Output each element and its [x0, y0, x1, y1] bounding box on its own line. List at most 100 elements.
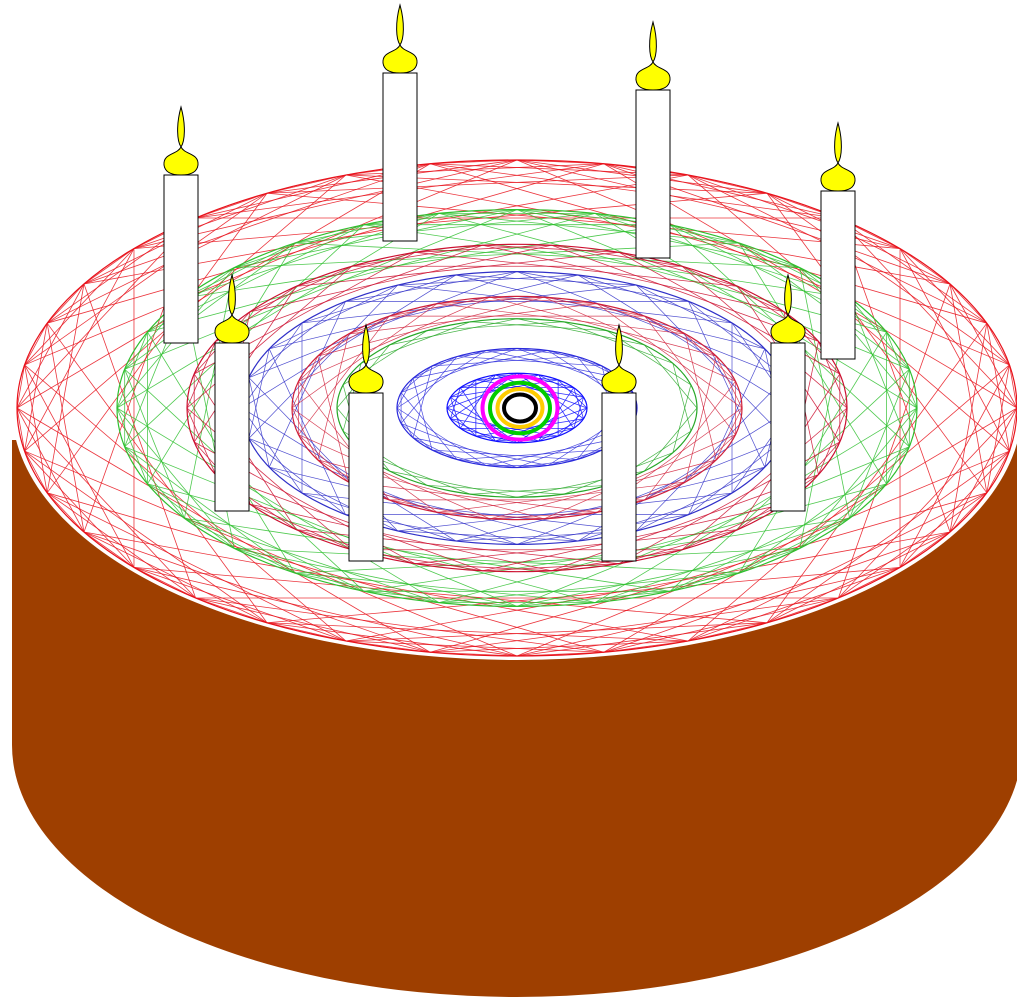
candle-body	[214, 342, 250, 512]
pattern-chord	[681, 265, 785, 313]
pattern-chord	[298, 434, 349, 483]
pattern-chord	[389, 296, 490, 317]
pattern-chord	[688, 301, 766, 468]
pattern-chord	[234, 547, 365, 592]
pattern-chord	[516, 271, 689, 302]
pattern-chord	[986, 323, 1010, 452]
pattern-chord	[234, 547, 518, 607]
pattern-chord	[294, 572, 596, 603]
pattern-chord	[415, 244, 552, 253]
pattern-chord	[268, 301, 346, 468]
pattern-chord	[838, 217, 951, 533]
pattern-chord	[124, 446, 185, 519]
pattern-chord	[516, 372, 584, 420]
pattern-chord	[516, 567, 901, 657]
pattern-chord	[594, 407, 918, 603]
pattern-chord	[317, 333, 349, 460]
pattern-chord	[644, 315, 736, 435]
pattern-chord	[432, 449, 487, 466]
pattern-chord	[596, 303, 686, 335]
candle	[820, 121, 856, 360]
pattern-chord	[294, 242, 800, 269]
pattern-chord	[301, 284, 637, 324]
pattern-chord	[899, 364, 1010, 568]
pattern-chord	[414, 251, 738, 287]
pattern-chord	[437, 303, 686, 335]
pattern-chord	[116, 407, 148, 485]
pattern-chord	[412, 378, 433, 451]
pattern-chord	[317, 315, 390, 357]
pattern-chord	[543, 296, 736, 382]
pattern-chord	[688, 301, 786, 378]
pattern-chord	[397, 284, 733, 324]
pattern-chord	[248, 284, 398, 439]
pattern-chord	[400, 392, 458, 460]
pattern-chord	[485, 350, 621, 379]
pattern-chord	[83, 283, 196, 599]
pattern-chord	[298, 434, 491, 520]
pattern-center	[480, 374, 560, 442]
pattern-chord	[124, 369, 185, 519]
pattern-chord	[24, 450, 518, 657]
pattern-chord	[578, 274, 733, 324]
pattern-chord	[557, 379, 588, 409]
pattern-chord	[348, 303, 597, 335]
pattern-chord	[456, 356, 602, 367]
pattern-chord	[687, 622, 768, 642]
pattern-chord	[669, 224, 800, 269]
pattern-chord	[46, 323, 85, 533]
pattern-chord	[133, 567, 518, 657]
pattern-chord	[438, 213, 740, 244]
pattern-chord	[986, 322, 1010, 366]
pattern-chord	[516, 348, 578, 357]
candle-flame	[635, 60, 671, 91]
pattern-chord	[24, 364, 135, 568]
pattern-chord	[345, 622, 768, 642]
pattern-center	[508, 397, 532, 419]
pattern-chord	[838, 567, 901, 599]
pattern-chord	[1009, 364, 1017, 409]
pattern-chord	[715, 407, 743, 461]
pattern-chord	[446, 374, 539, 409]
pattern-chord	[456, 459, 518, 468]
candles	[163, 3, 856, 562]
pattern-chord	[818, 407, 848, 475]
pattern-chord	[551, 244, 683, 267]
pattern-chord	[345, 640, 431, 653]
pattern-chord	[849, 297, 910, 370]
pattern-chord	[269, 274, 579, 350]
pattern-chord	[430, 597, 839, 653]
pattern-chord	[124, 446, 296, 574]
pattern-chord	[899, 248, 1010, 452]
pattern-chord	[345, 531, 951, 642]
pattern-chord	[485, 437, 621, 466]
pattern-chord	[16, 163, 431, 409]
pattern-chord	[438, 483, 887, 603]
pattern-chord	[547, 350, 602, 367]
pattern-chord	[516, 159, 1010, 366]
pattern-chord	[400, 423, 518, 468]
pattern-chord	[766, 450, 1010, 624]
candle-flame	[770, 313, 806, 344]
pattern-chord	[24, 192, 268, 366]
pattern-chord	[389, 470, 518, 498]
pattern-chord	[195, 192, 268, 219]
pattern-chord	[489, 296, 717, 357]
candle	[770, 273, 806, 512]
pattern-chord	[116, 213, 440, 409]
pattern-chord	[124, 446, 518, 607]
pattern-chord	[400, 423, 433, 451]
pattern-chord	[489, 511, 597, 520]
candle-wick	[784, 273, 792, 316]
pattern-chord	[766, 597, 839, 624]
pattern-chord	[413, 437, 549, 466]
pattern-chord	[456, 449, 602, 460]
pattern-chord	[437, 481, 686, 513]
pattern-chord	[986, 364, 1010, 493]
pattern-chord	[46, 283, 85, 493]
pattern-chord	[603, 640, 689, 653]
pattern-chord	[266, 174, 689, 194]
pattern-chord	[186, 407, 216, 475]
candle-body	[635, 89, 671, 259]
pattern-chord	[215, 244, 483, 342]
